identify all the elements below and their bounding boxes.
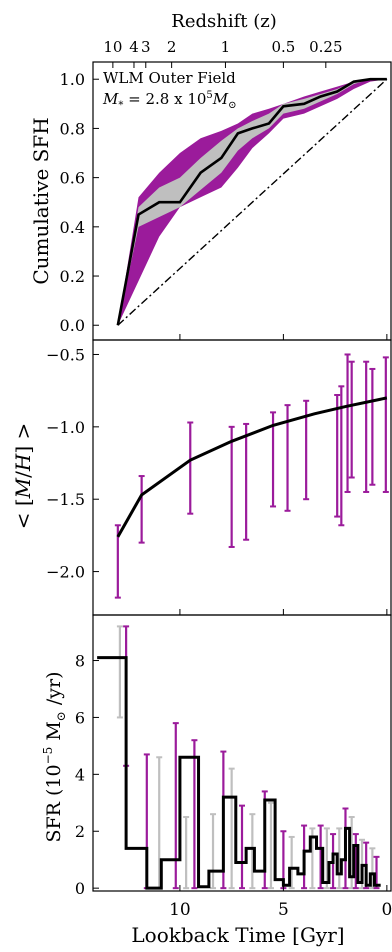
metallicity-y-tick-label: −2.0 xyxy=(46,563,85,582)
cumulative-sfh-annotation-line2: M* = 2.8 x 105M⊙ xyxy=(102,90,237,111)
top-tick-label: 0.5 xyxy=(271,38,295,56)
top-axis-ticks: 10 4 3 2 1 0.5 0.25 xyxy=(103,38,343,68)
cumulative-sfh-y-tick-label: 0.6 xyxy=(60,169,85,188)
cumulative-sfh-y-tick-label: 0.8 xyxy=(60,119,85,138)
metallicity-error-bars xyxy=(114,353,389,599)
metallicity-y-tick-label: −1.5 xyxy=(46,490,85,509)
top-tick-label: 4 xyxy=(129,38,139,56)
top-tick-label: 0.25 xyxy=(309,38,342,56)
cumulative-sfh-best-fit-line xyxy=(116,77,387,326)
sfr-panel: 0 2 4 6 8 SFR (10−5 M⊙ /yr) xyxy=(41,614,392,898)
metallicity-trend-line xyxy=(116,396,388,538)
top-tick-label: 1 xyxy=(221,38,231,56)
metallicity-y-label: < [M/H] > xyxy=(11,423,35,530)
cumulative-sfh-y-tick-label: 1.0 xyxy=(60,70,85,89)
sfr-y-ticks: 0 2 4 6 8 xyxy=(75,652,99,898)
sfr-y-tick-label: 8 xyxy=(75,652,85,671)
bottom-axis-label: Lookback Time [Gyr] xyxy=(131,923,344,947)
metallicity-y-tick-label: −0.5 xyxy=(46,345,85,364)
top-tick-label: 2 xyxy=(167,38,177,56)
cumulative-sfh-annotation-line1: WLM Outer Field xyxy=(103,69,236,87)
x-tick-label: 10 xyxy=(169,900,191,920)
cumulative-sfh-y-ticks: 0.0 0.2 0.4 0.6 0.8 1.0 xyxy=(60,70,99,335)
sfr-y-tick-label: 2 xyxy=(75,822,85,841)
top-tick-label: 3 xyxy=(141,38,151,56)
x-tick-label: 5 xyxy=(278,900,289,920)
metallicity-y-ticks: −2.0 −1.5 −1.0 −0.5 xyxy=(46,345,99,582)
cumulative-sfh-y-tick-label: 0.0 xyxy=(60,316,85,335)
sfr-step-line xyxy=(97,656,381,890)
cumulative-sfh-y-tick-label: 0.2 xyxy=(60,267,85,286)
cumulative-sfh-panel: 0.0 0.2 0.4 0.6 0.8 1.0 WLM Outer Field M* = … xyxy=(29,61,392,341)
bottom-axis-ticks: 10 5 0 xyxy=(169,334,392,920)
metallicity-frame xyxy=(92,339,392,616)
sfr-frame xyxy=(92,614,392,892)
sfr-y-tick-label: 0 xyxy=(75,879,85,898)
sfr-y-label: SFR (10−5 M⊙ /yr) xyxy=(41,671,68,842)
cumulative-sfh-y-label: Cumulative SFH xyxy=(29,117,53,284)
cumulative-sfh-y-tick-label: 0.4 xyxy=(60,218,85,237)
top-axis-label: Redshift (z) xyxy=(171,11,276,32)
top-tick-label: 10 xyxy=(103,38,122,56)
x-tick-label: 0 xyxy=(381,900,392,920)
metallicity-y-tick-label: −1.0 xyxy=(46,418,85,437)
metallicity-panel: −2.0 −1.5 −1.0 −0.5 < [M/H] > xyxy=(11,339,392,616)
sfr-y-tick-label: 4 xyxy=(75,765,85,784)
sfr-y-tick-label: 6 xyxy=(75,708,85,727)
cumulative-sfh-reference-line xyxy=(117,78,388,326)
